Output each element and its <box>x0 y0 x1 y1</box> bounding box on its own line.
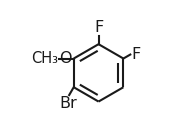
Text: F: F <box>131 47 141 62</box>
Text: O: O <box>59 51 72 66</box>
Text: Br: Br <box>60 96 77 111</box>
Text: CH₃: CH₃ <box>31 51 58 66</box>
Text: F: F <box>94 20 103 35</box>
